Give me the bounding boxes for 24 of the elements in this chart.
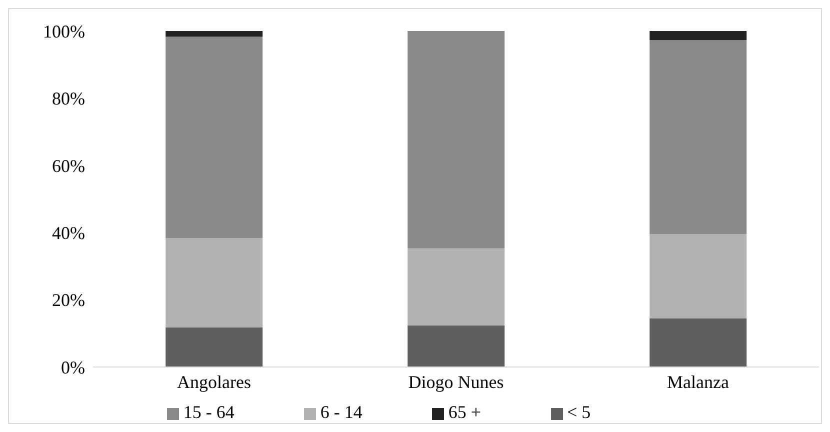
y-tick-label: 20%	[52, 290, 85, 310]
bar	[166, 327, 263, 367]
legend-label: < 5	[567, 402, 591, 422]
x-tick-label: Diogo Nunes	[408, 372, 504, 392]
y-tick-label: 100%	[43, 21, 85, 42]
legend-label: 65 +	[448, 402, 481, 422]
y-tick-label: 0%	[61, 357, 85, 378]
y-tick-label: 80%	[52, 88, 85, 109]
y-tick-label: 60%	[52, 156, 85, 176]
bar	[408, 248, 505, 326]
bar	[166, 36, 263, 238]
bar	[408, 31, 505, 248]
y-tick-label: 40%	[52, 222, 85, 243]
legend-label: 6 - 14	[320, 402, 362, 422]
bar	[650, 318, 747, 367]
bar	[166, 238, 263, 328]
bar	[650, 40, 747, 234]
bar	[166, 31, 263, 37]
bar	[650, 31, 747, 40]
x-tick-label: Angolares	[177, 372, 251, 392]
x-tick-label: Malanza	[667, 372, 729, 392]
bar	[408, 325, 505, 367]
bar	[650, 234, 747, 318]
legend-label: 15 - 64	[183, 402, 234, 422]
